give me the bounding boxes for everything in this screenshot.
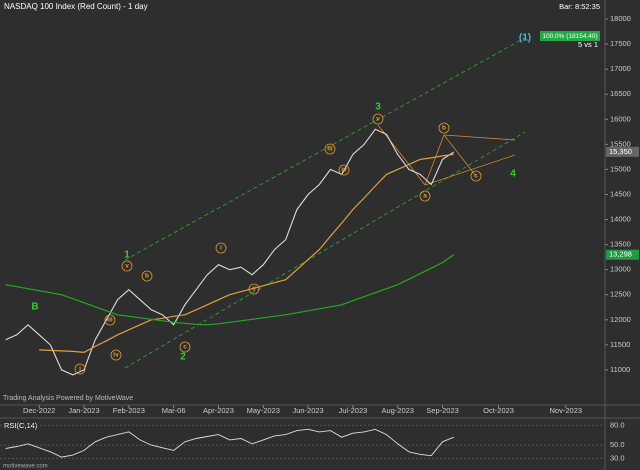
y-tick-label: 16500 [610, 89, 631, 98]
wave-line [424, 154, 516, 186]
wave-circle [141, 270, 153, 282]
wave-label: v [125, 263, 129, 270]
rsi-line [5, 428, 454, 458]
y-tick-label: 17000 [610, 64, 631, 73]
wave-label: c [183, 344, 187, 351]
x-tick-label: May-2023 [247, 406, 280, 415]
wave-label: B [31, 302, 38, 313]
wave-label: b [442, 125, 446, 132]
wave-label: i [79, 366, 81, 373]
channel-line [124, 131, 526, 369]
x-tick-label: Nov-2023 [550, 406, 583, 415]
target-box [540, 31, 600, 41]
channel [124, 34, 531, 369]
y-tick-label: 18000 [610, 14, 631, 23]
wave-label: 2 [180, 352, 186, 363]
y-tick-label: 80.0 [610, 420, 625, 429]
y-tick-label: 12500 [610, 290, 631, 299]
wave-label: c [474, 173, 478, 180]
wave-line [443, 134, 477, 177]
x-tick-label: Sep-2023 [426, 406, 459, 415]
wave-circle [121, 260, 133, 272]
wave-label: iii [327, 146, 333, 153]
y-tick-label: 13500 [610, 240, 631, 249]
wave-circle [248, 283, 260, 295]
x-tick-label: Jul-2023 [339, 406, 368, 415]
wave-label: i [220, 245, 222, 252]
price-tag-label: 15,350 [609, 147, 632, 156]
x-tick-label: Jan-2023 [68, 406, 99, 415]
series-line [5, 254, 455, 326]
y-tick-label: 13000 [610, 265, 631, 274]
wave-circle [74, 363, 86, 375]
wave-label: ii [252, 286, 256, 293]
wave-circle [110, 349, 122, 361]
series-line [5, 128, 455, 376]
price-tag [606, 249, 639, 260]
wave-circle [324, 143, 336, 155]
y-tick-label: 50.0 [610, 440, 625, 449]
bar-time: Bar: 8:52:35 [559, 2, 600, 11]
ratio-label: 5 vs 1 [578, 40, 598, 49]
wave-circle [470, 170, 482, 182]
wave-label: 1 [124, 250, 130, 261]
y-tick-label: 12000 [610, 315, 631, 324]
watermark: Trading Analysis Powered by MotiveWave [3, 395, 133, 402]
wave-label: v [376, 116, 380, 123]
series-line [39, 153, 454, 354]
wave-label: a [423, 193, 427, 200]
x-tick-label: Mar-06 [162, 406, 186, 415]
y-tick-label: 17500 [610, 39, 631, 48]
x-tick-label: Dec-2022 [23, 406, 56, 415]
site-label: motivewave.com [3, 464, 48, 470]
y-tick-label: 14000 [610, 215, 631, 224]
wave-label: 3 [375, 102, 381, 113]
wave-label: b [145, 273, 149, 280]
wave-line [377, 124, 426, 186]
x-tick-label: Aug-2023 [381, 406, 414, 415]
wave-circle [179, 341, 191, 353]
y-tick-label: 15500 [610, 139, 631, 148]
chart-title: NASDAQ 100 Index (Red Count) - 1 day [4, 2, 148, 11]
x-tick-label: Jun-2023 [292, 406, 323, 415]
triangle [377, 124, 516, 186]
wave-label: iv [113, 352, 119, 359]
wave-circle [215, 242, 227, 254]
y-tick-label: 14500 [610, 189, 631, 198]
wave-label: (1) [519, 33, 531, 44]
wave-circle [419, 190, 431, 202]
y-tick-label: 30.0 [610, 453, 625, 462]
wave-label: iii [107, 317, 113, 324]
wave-label: 4 [510, 169, 516, 180]
y-tick-label: 11000 [610, 365, 630, 374]
wave-line [443, 134, 516, 141]
wave-line [424, 134, 445, 186]
y-tick-label: 11500 [610, 340, 630, 349]
y-tick-label: 16000 [610, 114, 631, 123]
wave-circle [104, 314, 116, 326]
wave-circle [338, 164, 350, 176]
x-tick-label: Apr-2023 [203, 406, 234, 415]
price-tag [606, 146, 639, 157]
channel-line [124, 34, 531, 261]
wave-circle [438, 122, 450, 134]
target-label: 100.0% (18154.40) [542, 33, 597, 40]
x-tick-label: Feb-2023 [113, 406, 145, 415]
price-tag-label: 13,298 [609, 250, 632, 259]
wave-label: iv [341, 167, 347, 174]
x-tick-label: Oct-2023 [483, 406, 514, 415]
y-tick-label: 15000 [610, 164, 631, 173]
wave-circle [372, 113, 384, 125]
